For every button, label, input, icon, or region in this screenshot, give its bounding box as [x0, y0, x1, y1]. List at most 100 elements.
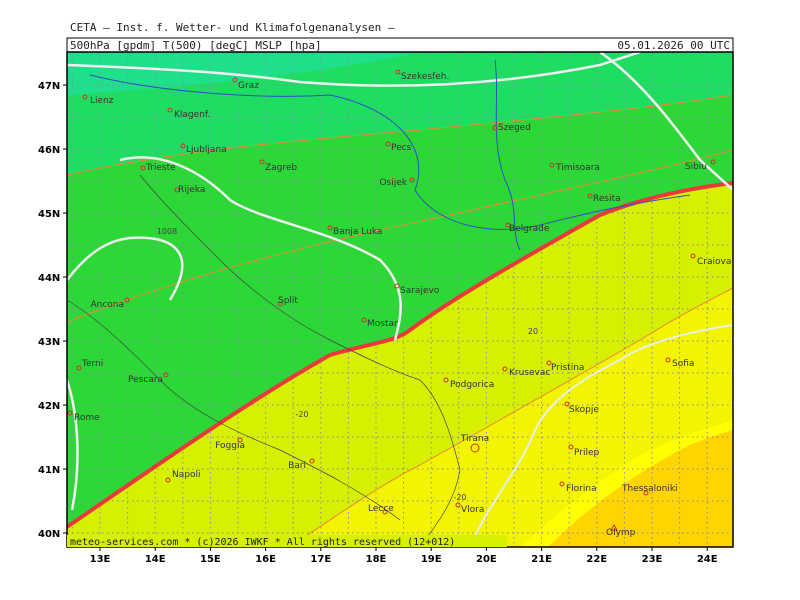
city-label: Prilep: [574, 448, 600, 458]
header-title: CETA — Inst. f. Wetter- und Klimafolgena…: [70, 21, 395, 34]
city-marker: [140, 165, 146, 171]
footer-bg: [67, 535, 507, 547]
isotherm: [67, 94, 733, 176]
city-marker: [309, 458, 315, 464]
city-label: Skopje: [569, 405, 599, 415]
city-label: Olymp: [606, 528, 636, 538]
city-marker: [237, 437, 243, 443]
city-label: Szekesfeh.: [401, 72, 449, 82]
city-marker: [67, 410, 73, 416]
cities: Graz Szekesfeh. Lienz Klagenf. Szeged Ljublja…: [67, 69, 731, 538]
city-label: Graz: [238, 81, 259, 91]
city-label: Klagenf.: [174, 110, 210, 120]
city-marker: [546, 360, 552, 366]
lat-label: 46N: [38, 145, 60, 156]
city-label: Szeged: [498, 123, 531, 133]
lon-label: 14E: [145, 554, 166, 565]
field-orange: [548, 430, 733, 547]
river: [494, 59, 521, 251]
city-label: Ancona: [90, 300, 124, 310]
city-marker: [82, 94, 88, 100]
city-label: Bari: [288, 461, 306, 471]
isobar: [67, 52, 641, 87]
field-light-green: [67, 52, 733, 175]
city-label: Resita: [593, 194, 621, 204]
city-marker: [174, 187, 180, 193]
valid-time: 05.01.2026 00 UTC: [617, 39, 730, 52]
city-label: Mostar: [367, 319, 398, 329]
city-marker: [277, 301, 283, 307]
lat-label: 47N: [38, 81, 60, 92]
grid: [67, 52, 733, 547]
city-marker: [559, 481, 565, 487]
coastline: [139, 174, 461, 547]
city-label: Sarajevo: [400, 286, 440, 296]
lat-label: 42N: [38, 401, 60, 412]
city-marker: [232, 77, 238, 83]
city-label: Lecce: [368, 504, 394, 514]
lon-label: 22E: [586, 554, 607, 565]
city-marker: [568, 444, 574, 450]
city-label: Lienz: [90, 96, 114, 106]
contour-label: -20: [453, 493, 466, 502]
city-label: Pecs: [391, 143, 412, 153]
axes: 47N 46N 45N 44N 43N 42N 41N 40N 13E 14E 15E 16E 17E 1…: [38, 81, 718, 565]
city-marker: [443, 377, 449, 383]
city-marker: [382, 509, 388, 515]
lat-label: 43N: [38, 337, 60, 348]
city-label: Rijeka: [178, 185, 205, 195]
city-label: Sofia: [672, 359, 694, 369]
isotherm: [289, 287, 733, 547]
city-label: Belgrade: [509, 224, 550, 234]
city-label: Foggia: [215, 441, 245, 451]
city-marker: [76, 365, 82, 371]
city-label: Vlora: [461, 505, 484, 515]
city-marker: [502, 366, 508, 372]
city-marker: [259, 159, 265, 165]
city-label: Osijek: [379, 178, 407, 188]
lon-label: 21E: [531, 554, 552, 565]
city-label: Split: [278, 296, 298, 306]
contour-label: 1008: [157, 227, 177, 236]
lon-label: 16E: [255, 554, 276, 565]
city-label: Pristina: [551, 363, 584, 373]
city-label: Craiova: [697, 257, 731, 267]
lat-label: 40N: [38, 529, 60, 540]
city-label: Napoli: [172, 470, 200, 480]
lon-label: 19E: [421, 554, 442, 565]
city-marker: [167, 107, 173, 113]
city-label: Thessaloniki: [621, 484, 678, 494]
lon-label: 17E: [310, 554, 331, 565]
isotherm: [67, 149, 733, 323]
city-marker: [643, 490, 649, 496]
city-marker: [505, 222, 511, 228]
city-marker: [409, 177, 415, 183]
city-label: Florina: [566, 484, 597, 494]
city-marker: [470, 443, 480, 453]
city-marker: [690, 253, 696, 259]
map-area: Graz Szekesfeh. Lienz Klagenf. Szeged Ljublja…: [67, 52, 733, 547]
city-marker: [549, 162, 555, 168]
contour-label: 20: [528, 327, 538, 336]
city-label: Krusevac: [509, 368, 550, 378]
lon-label: 24E: [697, 554, 718, 565]
city-label: Tirana: [460, 434, 489, 444]
lon-label: 23E: [642, 554, 663, 565]
city-marker: [361, 317, 367, 323]
lon-label: 15E: [200, 554, 221, 565]
city-marker: [492, 125, 498, 131]
city-marker: [455, 502, 461, 508]
city-label: Timisoara: [555, 163, 600, 173]
city-label: Trieste: [145, 163, 176, 173]
city-label: Rome: [74, 413, 100, 423]
lon-label: 13E: [90, 554, 111, 565]
city-label: Podgorica: [450, 380, 494, 390]
isohypse: [67, 181, 733, 529]
isobar: [599, 52, 733, 191]
city-label: Sibiu: [685, 162, 707, 172]
city-marker: [395, 69, 401, 75]
city-marker: [564, 401, 570, 407]
city-marker: [665, 357, 671, 363]
lat-label: 41N: [38, 465, 60, 476]
header-fields: 500hPa [gpdm] T(500) [degC] MSLP [hpa]: [70, 39, 322, 52]
